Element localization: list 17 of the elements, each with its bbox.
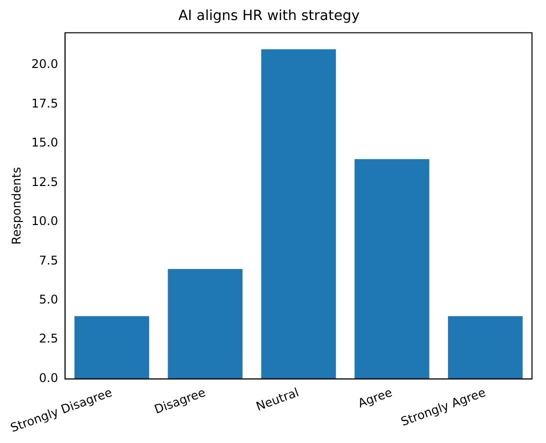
chart-title: AI aligns HR with strategy <box>178 8 360 24</box>
x-tick-label: Agree <box>356 385 394 410</box>
y-tick-label: 20.0 <box>31 57 58 72</box>
y-tick-label: 5.0 <box>39 292 58 307</box>
y-tick-label: 15.0 <box>31 136 58 150</box>
y-tick-label: 0.0 <box>39 370 58 385</box>
bar <box>168 269 243 379</box>
bar <box>74 316 150 379</box>
y-tick-label: 2.5 <box>39 332 58 346</box>
y-tick-label: 7.5 <box>39 253 58 268</box>
y-tick-label: 10.0 <box>31 214 58 228</box>
bar <box>354 159 430 379</box>
y-tick-label: 17.5 <box>31 96 58 110</box>
bar <box>448 316 523 379</box>
bar <box>261 49 336 379</box>
y-tick-label: 12.5 <box>31 174 58 189</box>
y-axis-title: Respondents <box>9 167 24 245</box>
